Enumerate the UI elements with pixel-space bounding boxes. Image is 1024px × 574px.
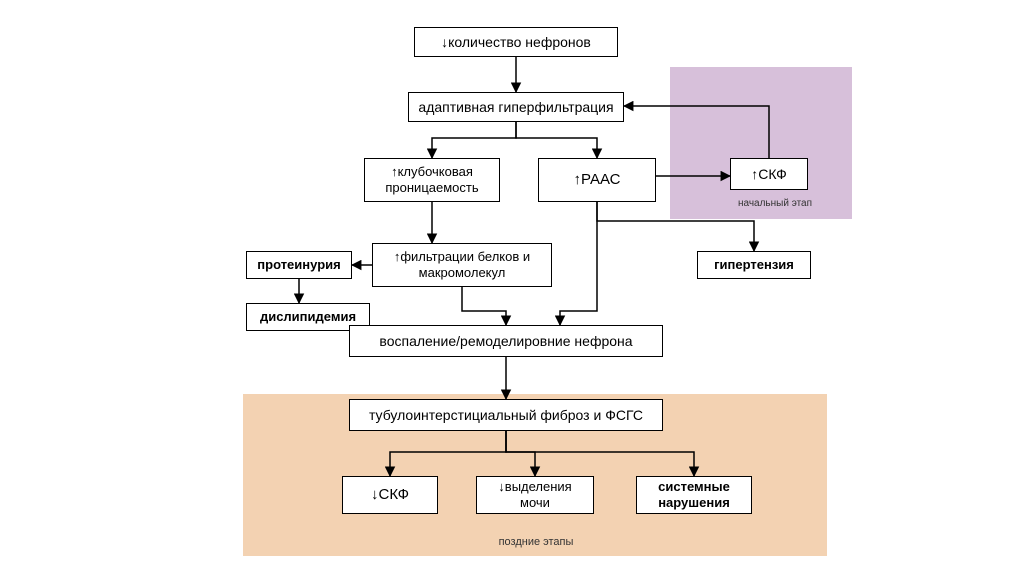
flowchart-canvas: ↓количество нефронов адаптивная гиперфил… xyxy=(0,0,1024,574)
edge-n6-n10 xyxy=(462,287,506,325)
label-early-stage: начальный этап xyxy=(730,198,820,209)
node-gfr-down: ↓СКФ xyxy=(342,476,438,514)
node-inflammation-remodeling: воспаление/ремоделировние нефрона xyxy=(349,325,663,357)
node-protein-filtration: ↑фильтрации белков и макромолекул xyxy=(372,243,552,287)
node-nephron-count: ↓количество нефронов xyxy=(414,27,618,57)
node-adaptive-hyperfiltration: адаптивная гиперфильтрация xyxy=(408,92,624,122)
node-proteinuria: протеинурия xyxy=(246,251,352,279)
edge-n4-n10 xyxy=(560,202,597,325)
bg-early-stage xyxy=(670,67,852,219)
node-hypertension: гипертензия xyxy=(697,251,811,279)
node-urine-output: ↓выделения мочи xyxy=(476,476,594,514)
node-gfr-up: ↑СКФ xyxy=(730,158,808,190)
node-glomerular-permeability: ↑клубочковая проницаемость xyxy=(364,158,500,202)
label-late-stage: поздние этапы xyxy=(486,536,586,548)
node-systemic: системные нарушения xyxy=(636,476,752,514)
node-raas: ↑РААС xyxy=(538,158,656,202)
edge-n2-n3 xyxy=(432,122,516,158)
edge-n2-n4 xyxy=(516,122,597,158)
node-fibrosis-fsgs: тубулоинтерстициальный фиброз и ФСГС xyxy=(349,399,663,431)
